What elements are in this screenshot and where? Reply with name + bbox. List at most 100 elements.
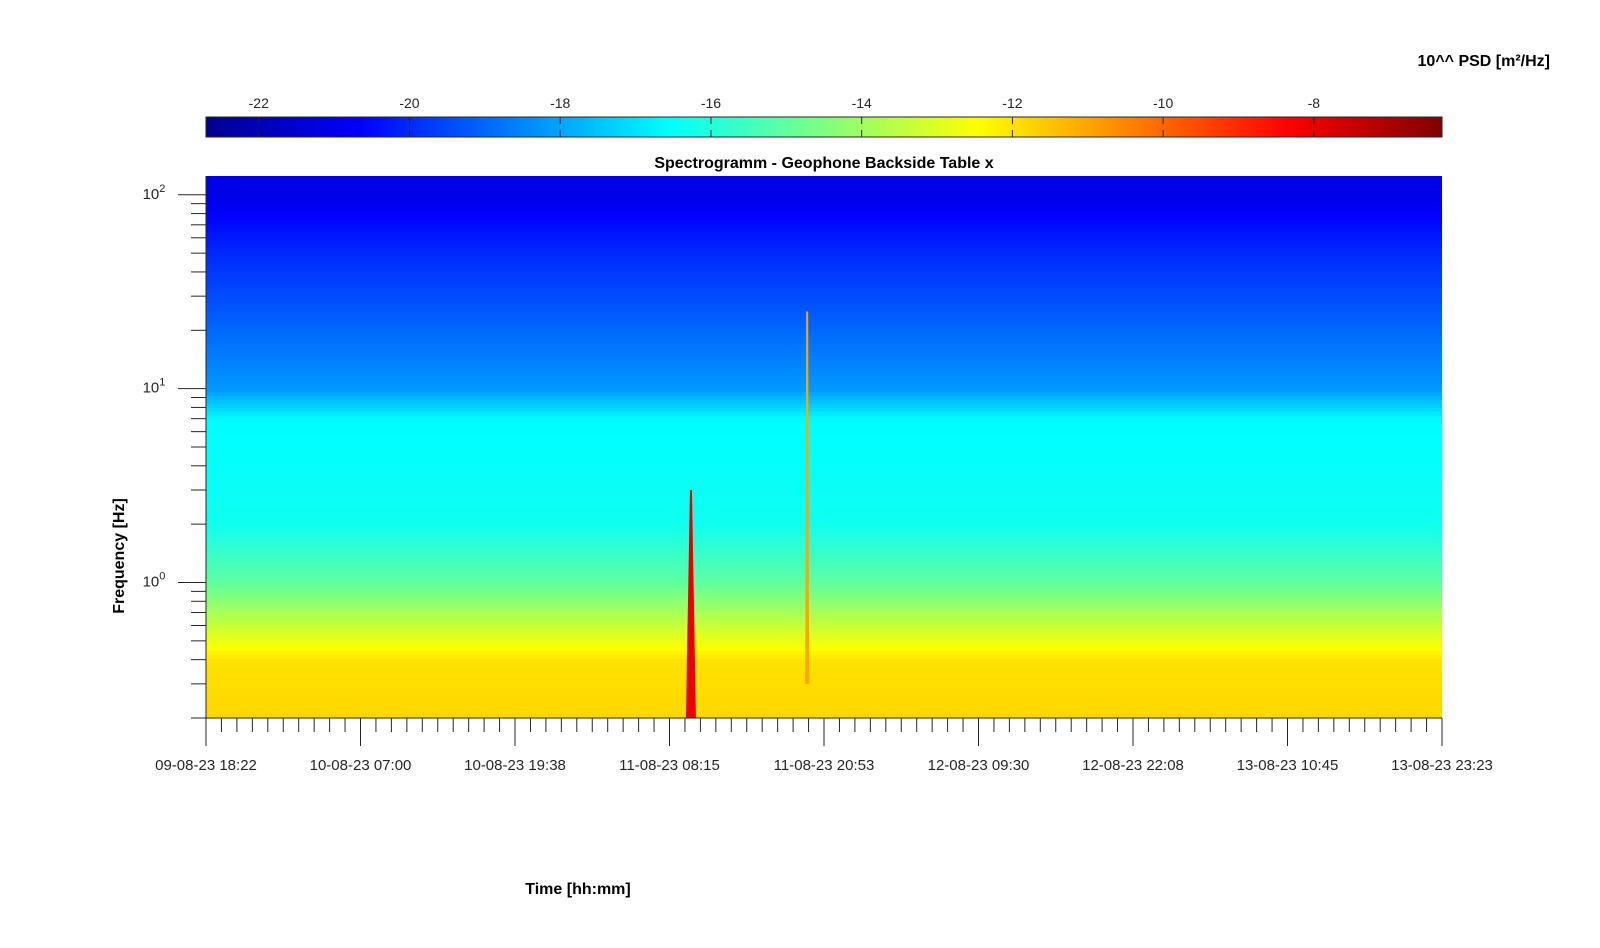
- spectrogram-band: [206, 307, 1442, 313]
- event-streak: [805, 311, 810, 684]
- spectrogram-band: [206, 191, 1442, 197]
- spectrogram-band: [206, 179, 1442, 185]
- colorbar-tick-label: -10: [1153, 95, 1173, 111]
- spectrogram-band: [206, 622, 1442, 627]
- spectrogram-band: [206, 283, 1442, 289]
- colorbar-tick-label: -14: [852, 95, 872, 111]
- spectrogram-band: [206, 470, 1442, 476]
- spectrogram-band: [206, 630, 1442, 635]
- y-tick-label: 100: [143, 571, 166, 591]
- spectrogram-band: [206, 702, 1442, 707]
- spectrogram-band: [206, 419, 1442, 424]
- spectrogram-band: [206, 670, 1442, 675]
- spectrogram-band: [206, 598, 1442, 604]
- chart-title: Spectrogramm - Geophone Backside Table x: [654, 155, 993, 172]
- y-tick-label: 102: [143, 183, 166, 203]
- spectrogram-band: [206, 466, 1442, 472]
- spectrogram-band: [206, 183, 1442, 189]
- y-tick-exponent: 1: [159, 377, 165, 389]
- spectrogram-band: [206, 526, 1442, 532]
- spectrogram-band: [206, 315, 1442, 321]
- spectrogram-band: [206, 227, 1442, 233]
- spectrogram-band: [206, 650, 1442, 655]
- spectrogram-band: [206, 678, 1442, 683]
- spectrogram-band: [206, 275, 1442, 281]
- spectrogram-band: [206, 363, 1442, 368]
- spectrogram-band: [206, 355, 1442, 360]
- colorbar-label: 10^^ PSD [m²/Hz]: [1418, 53, 1550, 70]
- spectrogram-band: [206, 223, 1442, 229]
- spectrogram-band: [206, 411, 1442, 416]
- spectrogram-band: [206, 211, 1442, 217]
- y-tick-base: 10: [143, 574, 160, 591]
- spectrogram-band: [206, 694, 1442, 699]
- spectrogram-band: [206, 522, 1442, 528]
- spectrogram-band: [206, 387, 1442, 392]
- spectrogram-image: [206, 176, 1442, 719]
- spectrogram-band: [206, 291, 1442, 297]
- spectrogram-band: [206, 219, 1442, 225]
- spectrogram-band: [206, 686, 1442, 691]
- colorbar-tick-label: -18: [550, 95, 570, 111]
- spectrogram-band: [206, 586, 1442, 592]
- spectrogram-band: [206, 427, 1442, 432]
- spectrogram-band: [206, 367, 1442, 372]
- colorbar-tick-label: -8: [1308, 95, 1321, 111]
- spectrogram-band: [206, 454, 1442, 460]
- spectrogram-band: [206, 439, 1442, 444]
- spectrogram-band: [206, 423, 1442, 428]
- spectrogram-band: [206, 235, 1442, 241]
- spectrogram-band: [206, 550, 1442, 556]
- spectrogram-band: [206, 347, 1442, 352]
- spectrogram-band: [206, 642, 1442, 647]
- colorbar-tick-label: -16: [701, 95, 721, 111]
- spectrogram-band: [206, 443, 1442, 448]
- y-tick-base: 10: [143, 380, 160, 397]
- spectrogram-band: [206, 614, 1442, 619]
- spectrogram-band: [206, 606, 1442, 611]
- y-tick-exponent: 0: [159, 571, 165, 583]
- spectrogram-band: [206, 554, 1442, 560]
- x-tick-label: 09-08-23 18:22: [155, 757, 257, 774]
- spectrogram-band: [206, 335, 1442, 340]
- spectrogram-band: [206, 415, 1442, 420]
- spectrogram-band: [206, 674, 1442, 679]
- spectrogram-band: [206, 478, 1442, 484]
- spectrogram-band: [206, 287, 1442, 293]
- spectrogram-band: [206, 578, 1442, 584]
- spectrogram-band: [206, 494, 1442, 500]
- x-tick-label: 11-08-23 20:53: [774, 757, 875, 774]
- spectrogram-band: [206, 379, 1442, 384]
- spectrogram-band: [206, 610, 1442, 615]
- spectrogram-band: [206, 570, 1442, 576]
- spectrogram-band: [206, 251, 1442, 257]
- spectrogram-band: [206, 231, 1442, 237]
- y-tick-exponent: 2: [159, 183, 165, 195]
- x-tick-label: 10-08-23 07:00: [310, 757, 412, 774]
- spectrogram-band: [206, 530, 1442, 536]
- colorbar: -22 -20 -18 -16 -14 -12 -10 -8 10^^ PSD [m²/Hz]: [205, 53, 1550, 138]
- spectrogram-band: [206, 450, 1442, 456]
- spectrogram-band: [206, 239, 1442, 245]
- x-tick-label: 12-08-23 22:08: [1082, 757, 1184, 774]
- spectrogram-band: [206, 255, 1442, 261]
- spectrogram-band: [206, 682, 1442, 687]
- spectrogram-band: [206, 518, 1442, 524]
- spectrogram-band: [206, 498, 1442, 504]
- x-tick-label: 13-08-23 23:23: [1391, 757, 1493, 774]
- colorbar-tick-label: -12: [1002, 95, 1022, 111]
- colorbar-tick-label: -22: [249, 95, 269, 111]
- spectrogram-band: [206, 714, 1442, 719]
- spectrogram-band: [206, 546, 1442, 552]
- spectrogram-band: [206, 462, 1442, 468]
- spectrogram-band: [206, 319, 1442, 325]
- spectrogram-band: [206, 331, 1442, 337]
- spectrogram-band: [206, 594, 1442, 600]
- x-tick-label: 13-08-23 10:45: [1237, 757, 1339, 774]
- spectrogram-band: [206, 359, 1442, 364]
- spectrogram-events: [685, 311, 810, 718]
- spectrogram-band: [206, 351, 1442, 356]
- spectrogram-band: [206, 574, 1442, 580]
- y-tick-label: 101: [143, 377, 166, 397]
